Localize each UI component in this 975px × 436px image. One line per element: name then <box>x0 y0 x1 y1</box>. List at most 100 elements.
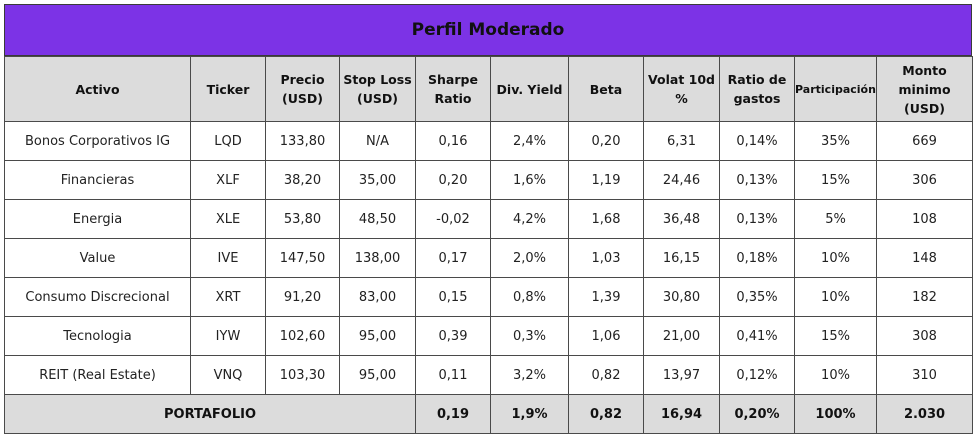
cell-sharpe: 0,17 <box>415 238 491 278</box>
cell-ratio-gastos: 0,13% <box>719 160 795 200</box>
cell-beta: 1,19 <box>568 160 644 200</box>
cell-stop-loss: 138,00 <box>339 238 416 278</box>
cell-volat: 30,80 <box>643 277 720 317</box>
cell-participacion: 10% <box>794 238 877 278</box>
header-monto-minimo: Monto minimo (USD) <box>876 56 973 122</box>
cell-participacion: 35% <box>794 121 877 161</box>
cell-beta: 0,82 <box>568 355 644 395</box>
cell-beta: 1,68 <box>568 199 644 239</box>
cell-ratio-gastos: 0,35% <box>719 277 795 317</box>
cell-ticker: XLF <box>190 160 266 200</box>
header-ticker: Ticker <box>190 56 266 122</box>
cell-div-yield: 0,3% <box>490 316 569 356</box>
cell-sharpe: 0,39 <box>415 316 491 356</box>
cell-ratio-gastos: 0,18% <box>719 238 795 278</box>
cell-volat: 36,48 <box>643 199 720 239</box>
cell-participacion: 15% <box>794 160 877 200</box>
table-title: Perfil Moderado <box>4 4 972 56</box>
cell-div-yield: 3,2% <box>490 355 569 395</box>
header-precio: Precio (USD) <box>265 56 340 122</box>
cell-precio: 133,80 <box>265 121 340 161</box>
table-row: Tecnologia IYW 102,60 95,00 0,39 0,3% 1,… <box>4 316 973 356</box>
cell-stop-loss: 95,00 <box>339 316 416 356</box>
cell-precio: 53,80 <box>265 199 340 239</box>
cell-ratio-gastos: 0,13% <box>719 199 795 239</box>
cell-beta: 1,03 <box>568 238 644 278</box>
cell-div-yield: 1,6% <box>490 160 569 200</box>
total-sharpe: 0,19 <box>415 394 491 434</box>
cell-activo: Bonos Corporativos IG <box>4 121 191 161</box>
table-row: REIT (Real Estate) VNQ 103,30 95,00 0,11… <box>4 355 973 395</box>
cell-precio: 147,50 <box>265 238 340 278</box>
cell-ticker: VNQ <box>190 355 266 395</box>
cell-monto-minimo: 310 <box>876 355 973 395</box>
cell-stop-loss: N/A <box>339 121 416 161</box>
header-div-yield: Div. Yield <box>490 56 569 122</box>
cell-ratio-gastos: 0,12% <box>719 355 795 395</box>
cell-precio: 38,20 <box>265 160 340 200</box>
cell-monto-minimo: 108 <box>876 199 973 239</box>
cell-volat: 6,31 <box>643 121 720 161</box>
cell-activo: Tecnologia <box>4 316 191 356</box>
portfolio-table-container: Perfil Moderado Activo Ticker Precio (US… <box>4 4 973 434</box>
total-participacion: 100% <box>794 394 877 434</box>
cell-sharpe: 0,15 <box>415 277 491 317</box>
table-row: Energia XLE 53,80 48,50 -0,02 4,2% 1,68 … <box>4 199 973 239</box>
table-row: Bonos Corporativos IG LQD 133,80 N/A 0,1… <box>4 121 973 161</box>
cell-div-yield: 4,2% <box>490 199 569 239</box>
total-row: PORTAFOLIO 0,19 1,9% 0,82 16,94 0,20% 10… <box>4 394 973 434</box>
cell-volat: 21,00 <box>643 316 720 356</box>
cell-activo: Value <box>4 238 191 278</box>
header-stop-loss: Stop Loss (USD) <box>339 56 416 122</box>
cell-sharpe: -0,02 <box>415 199 491 239</box>
cell-volat: 24,46 <box>643 160 720 200</box>
cell-monto-minimo: 148 <box>876 238 973 278</box>
header-activo: Activo <box>4 56 191 122</box>
cell-monto-minimo: 306 <box>876 160 973 200</box>
cell-precio: 91,20 <box>265 277 340 317</box>
cell-monto-minimo: 182 <box>876 277 973 317</box>
table-row: Value IVE 147,50 138,00 0,17 2,0% 1,03 1… <box>4 238 973 278</box>
header-sharpe: Sharpe Ratio <box>415 56 491 122</box>
header-beta: Beta <box>568 56 644 122</box>
table-row: Consumo Discrecional XRT 91,20 83,00 0,1… <box>4 277 973 317</box>
cell-ticker: XRT <box>190 277 266 317</box>
cell-sharpe: 0,11 <box>415 355 491 395</box>
cell-div-yield: 2,4% <box>490 121 569 161</box>
cell-volat: 13,97 <box>643 355 720 395</box>
cell-ticker: XLE <box>190 199 266 239</box>
cell-beta: 1,39 <box>568 277 644 317</box>
header-row: Activo Ticker Precio (USD) Stop Loss (US… <box>4 56 973 122</box>
cell-activo: Energia <box>4 199 191 239</box>
cell-activo: Financieras <box>4 160 191 200</box>
cell-monto-minimo: 669 <box>876 121 973 161</box>
total-monto-minimo: 2.030 <box>876 394 973 434</box>
cell-ticker: IYW <box>190 316 266 356</box>
total-beta: 0,82 <box>568 394 644 434</box>
cell-div-yield: 2,0% <box>490 238 569 278</box>
cell-beta: 1,06 <box>568 316 644 356</box>
cell-stop-loss: 95,00 <box>339 355 416 395</box>
cell-ratio-gastos: 0,14% <box>719 121 795 161</box>
cell-participacion: 10% <box>794 277 877 317</box>
cell-precio: 102,60 <box>265 316 340 356</box>
cell-sharpe: 0,16 <box>415 121 491 161</box>
total-ratio-gastos: 0,20% <box>719 394 795 434</box>
total-label: PORTAFOLIO <box>4 394 416 434</box>
cell-precio: 103,30 <box>265 355 340 395</box>
cell-ticker: LQD <box>190 121 266 161</box>
cell-sharpe: 0,20 <box>415 160 491 200</box>
table-row: Financieras XLF 38,20 35,00 0,20 1,6% 1,… <box>4 160 973 200</box>
cell-stop-loss: 35,00 <box>339 160 416 200</box>
total-div-yield: 1,9% <box>490 394 569 434</box>
total-volat: 16,94 <box>643 394 720 434</box>
portfolio-table: Activo Ticker Precio (USD) Stop Loss (US… <box>4 56 973 434</box>
cell-participacion: 15% <box>794 316 877 356</box>
cell-div-yield: 0,8% <box>490 277 569 317</box>
cell-beta: 0,20 <box>568 121 644 161</box>
header-participacion: Participación <box>794 56 877 122</box>
header-ratio-gastos: Ratio de gastos <box>719 56 795 122</box>
cell-activo: Consumo Discrecional <box>4 277 191 317</box>
cell-stop-loss: 83,00 <box>339 277 416 317</box>
cell-participacion: 5% <box>794 199 877 239</box>
